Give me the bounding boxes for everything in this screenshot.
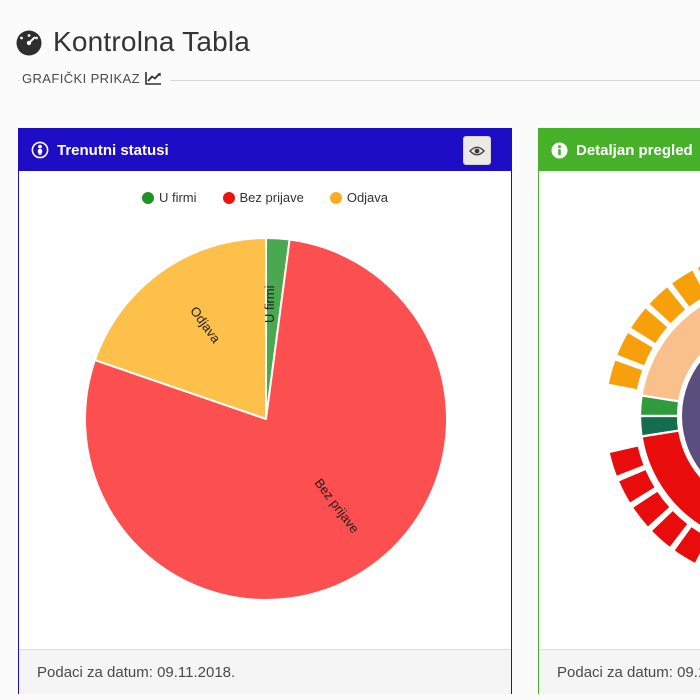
sunburst-tick[interactable] bbox=[695, 258, 700, 294]
section-divider: GRAFIČKI PRIKAZ bbox=[18, 71, 700, 86]
legend-label: Bez prijave bbox=[239, 190, 304, 205]
sunburst-tick[interactable] bbox=[629, 306, 670, 345]
street-view-icon bbox=[31, 141, 49, 159]
pie-slice-odjava[interactable] bbox=[93, 237, 267, 420]
legend-dot bbox=[329, 191, 342, 204]
pie-chart-area: U firmi Bez prijave Odjava U firmi Bez prij… bbox=[19, 171, 511, 649]
legend-item-bez-prijave[interactable]: Bez prijave bbox=[222, 190, 304, 205]
sunburst-segment-u-firmi-group[interactable] bbox=[638, 394, 681, 418]
panel-left-title: Trenutni statusi bbox=[57, 141, 169, 159]
legend-item-odjava[interactable]: Odjava bbox=[329, 190, 389, 205]
panel-current-statuses: Trenutni statusi U firmi Bez prijave Odjav… bbox=[18, 128, 512, 694]
panel-right-footer-text: Podaci za datum: 09.11.2018. bbox=[557, 663, 700, 681]
sunburst-tick[interactable] bbox=[608, 444, 646, 478]
panel-left-header: Trenutni statusi bbox=[19, 129, 511, 171]
sunburst-tick[interactable] bbox=[631, 489, 672, 529]
panel-left-footer: Podaci za datum: 09.11.2018. bbox=[19, 649, 511, 694]
sunburst-tick[interactable] bbox=[670, 268, 700, 309]
section-label: GRAFIČKI PRIKAZ bbox=[22, 71, 140, 86]
pie-slice-label: U firmi bbox=[262, 285, 277, 323]
panel-right-header: Detaljan pregled bbox=[539, 129, 700, 171]
pie-legend: U firmi Bez prijave Odjava bbox=[19, 190, 511, 205]
sunburst-tick[interactable] bbox=[650, 509, 690, 549]
pie-chart[interactable]: U firmi Bez prijave Odjava bbox=[19, 171, 511, 649]
info-circle-icon bbox=[551, 142, 568, 158]
section-label-wrap: GRAFIČKI PRIKAZ bbox=[20, 71, 170, 86]
sunburst-chart-area bbox=[539, 171, 700, 649]
legend-dot bbox=[222, 191, 235, 204]
sunburst-segment-odjava-group[interactable] bbox=[640, 285, 700, 416]
line-chart-icon bbox=[145, 72, 161, 85]
dashboard-gauge-icon bbox=[16, 30, 42, 55]
app-header: Kontrolna Tabla bbox=[14, 26, 250, 58]
legend-item-u-firmi[interactable]: U firmi bbox=[141, 190, 197, 205]
sunburst-tick[interactable] bbox=[607, 358, 644, 391]
sunburst-tick[interactable] bbox=[615, 331, 655, 368]
panel-detailed-view: Detaljan pregled Podaci za datum: 09.11.… bbox=[538, 128, 700, 694]
sunburst-center[interactable] bbox=[680, 326, 700, 506]
page-title: Kontrolna Tabla bbox=[53, 26, 251, 57]
sunburst-tick[interactable] bbox=[672, 525, 700, 565]
legend-dot bbox=[141, 191, 154, 204]
toggle-visibility-button[interactable] bbox=[463, 136, 491, 165]
panel-left-footer-text: Podaci za datum: 09.11.2018. bbox=[37, 663, 236, 681]
eye-icon bbox=[469, 146, 485, 155]
panel-right-title: Detaljan pregled bbox=[576, 141, 693, 159]
sunburst-segment-bez-prijave-group[interactable] bbox=[640, 419, 700, 547]
panel-right-footer: Podaci za datum: 09.11.2018. bbox=[539, 649, 700, 694]
sunburst-chart[interactable] bbox=[539, 171, 700, 649]
sunburst-tick[interactable] bbox=[647, 285, 687, 326]
legend-label: Odjava bbox=[346, 190, 389, 205]
sunburst-tick[interactable] bbox=[617, 468, 657, 505]
legend-label: U firmi bbox=[158, 190, 197, 205]
